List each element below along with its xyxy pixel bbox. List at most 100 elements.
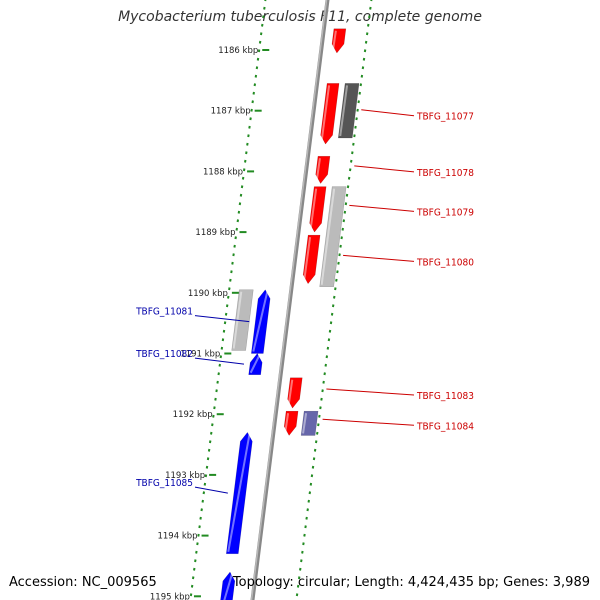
right-guide-dot: [326, 346, 330, 350]
tick-label: 1190 kbp: [188, 289, 228, 299]
left-guide-dot: [224, 312, 228, 316]
gene-label[interactable]: TBFG_11084: [416, 421, 474, 432]
right-guide-dot: [321, 389, 324, 393]
left-guide-dot: [234, 236, 237, 240]
left-guide-dot: [219, 355, 223, 359]
feature-shine: [223, 573, 233, 600]
gene-arrow[interactable]: [331, 28, 347, 54]
backbone-line: [250, 0, 330, 600]
left-guide-dot: [233, 244, 236, 248]
right-guide-dot: [368, 15, 371, 19]
tick-label: 1195 kbp: [150, 592, 190, 600]
tick-label: 1187 kbp: [211, 107, 251, 117]
backbone-highlight: [250, 0, 328, 600]
accession-text: Accession: NC_009565: [9, 575, 157, 590]
left-guide-dot: [263, 6, 266, 10]
left-guide-dot: [206, 457, 210, 461]
left-guide-dot: [228, 287, 231, 291]
gene-arrow[interactable]: [248, 353, 263, 375]
left-guide-dot: [248, 125, 251, 129]
feature-shine: [339, 85, 349, 137]
right-guide-dot: [299, 567, 302, 571]
gene-arrow[interactable]: [287, 377, 303, 409]
left-guide-dot: [237, 210, 241, 214]
right-guide-dot: [361, 66, 365, 70]
gene-arrow[interactable]: [309, 186, 327, 233]
left-guide-dot: [202, 491, 206, 495]
gene-arrow[interactable]: [225, 431, 253, 555]
gene-label-leader: [326, 388, 415, 396]
right-guide-dot: [351, 151, 354, 155]
right-guide-dot: [322, 380, 325, 384]
gene-arrow[interactable]: [320, 83, 340, 145]
right-guide-dot: [330, 312, 334, 316]
right-guide-dot: [318, 414, 321, 418]
gene-arrow[interactable]: [302, 234, 321, 285]
right-guide-dot: [320, 397, 323, 401]
right-guide-dot: [364, 40, 368, 44]
left-guide-dot: [236, 219, 240, 223]
feature-shine: [315, 158, 321, 182]
gene-label[interactable]: TBFG_11078: [416, 168, 474, 179]
left-guide-dot: [196, 542, 199, 546]
left-guide-dot: [198, 525, 201, 529]
left-guide-dot: [232, 253, 235, 257]
right-guide-dot: [367, 23, 370, 27]
gene-label[interactable]: TBFG_11081: [135, 307, 193, 318]
right-guide-dot: [304, 525, 307, 529]
product-box[interactable]: [231, 289, 254, 351]
gene-label[interactable]: TBFG_11082: [135, 349, 193, 360]
right-guide-dot: [309, 482, 313, 486]
gene-label[interactable]: TBFG_11077: [416, 112, 474, 123]
right-guide-dot: [339, 244, 342, 248]
gene-label[interactable]: TBFG_11079: [416, 207, 474, 218]
product-box[interactable]: [337, 83, 360, 139]
product-box[interactable]: [300, 410, 319, 436]
right-guide-dot: [316, 431, 319, 435]
left-guide-dot: [215, 389, 218, 393]
product-box[interactable]: [319, 186, 347, 287]
left-guide-dot: [255, 66, 259, 70]
gene-label[interactable]: TBFG_11080: [416, 257, 474, 268]
right-guide-dot: [323, 372, 326, 376]
tick-label: 1188 kbp: [203, 167, 243, 177]
left-guide-dot: [218, 363, 221, 367]
feature-shine: [320, 85, 331, 143]
right-guide-dot: [341, 227, 344, 231]
right-guide-dot: [343, 210, 347, 214]
gene-label-leader: [322, 418, 415, 426]
gene-arrow[interactable]: [315, 155, 331, 184]
features-layer: [219, 28, 360, 600]
gene-label-leader: [354, 165, 415, 173]
right-guide-dot: [336, 270, 339, 274]
left-guide-dot: [241, 176, 245, 180]
right-guide-dot: [333, 295, 336, 299]
left-guide-dot: [254, 74, 258, 78]
right-guide-dot: [357, 100, 360, 104]
gene-arrow[interactable]: [283, 410, 299, 436]
right-guide-dot: [345, 193, 349, 197]
left-guide-dot: [252, 91, 255, 95]
left-guide-dot: [259, 32, 263, 36]
left-guide-dot: [229, 278, 232, 282]
genome-backbone: [250, 0, 330, 600]
left-guide-dot: [197, 533, 200, 537]
ticks-layer: 1186 kbp 1187 kbp 1188 kbp 1189 kbp 1190 kbp…: [150, 46, 270, 600]
feature-shine: [302, 413, 308, 434]
right-guide-dot: [312, 457, 316, 461]
labels-layer: TBFG_11077 TBFG_11078 TBFG_11079 TBFG_11080…: [135, 109, 474, 494]
left-guide-dot: [239, 193, 243, 197]
right-guide-dot: [352, 142, 355, 146]
feature-shine: [309, 188, 318, 231]
gene-label[interactable]: TBFG_11085: [135, 478, 193, 489]
tick-label: 1194 kbp: [157, 532, 197, 542]
right-guide-dot: [328, 329, 332, 333]
right-guide-dot: [354, 125, 357, 129]
gene-arrow[interactable]: [219, 571, 236, 600]
tick-label: 1189 kbp: [195, 228, 235, 238]
left-guide-dot: [222, 329, 226, 333]
right-guide-dot: [334, 287, 337, 291]
left-guide-dot: [262, 15, 265, 19]
gene-label[interactable]: TBFG_11083: [416, 391, 474, 402]
right-guide-dot: [301, 550, 304, 554]
